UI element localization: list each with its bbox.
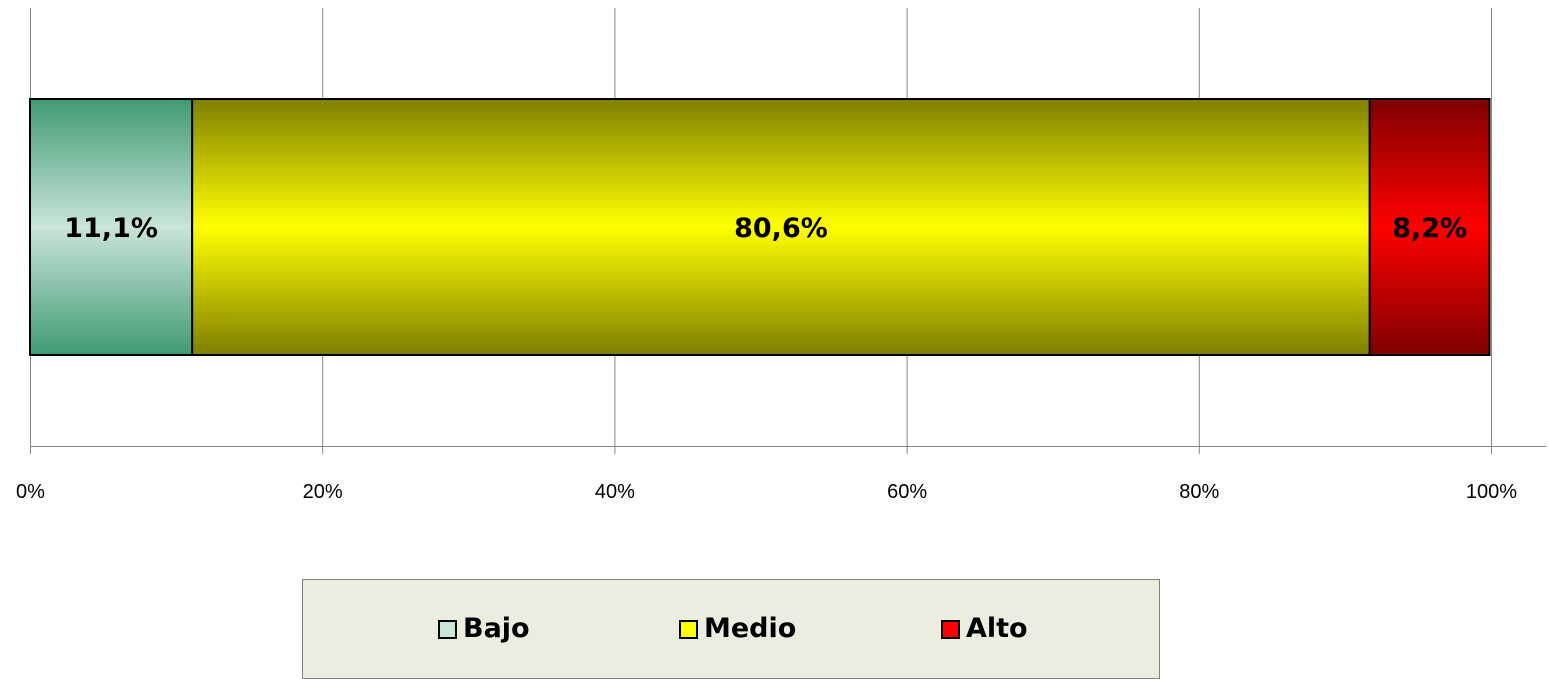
legend-item-medio: Medio xyxy=(679,612,796,646)
x-tick-label: 20% xyxy=(303,481,343,503)
x-tick-label: 0% xyxy=(16,481,45,503)
x-tick-label: 100% xyxy=(1466,481,1517,503)
data-label-alto: 8,2% xyxy=(1392,213,1467,244)
x-tick-label: 40% xyxy=(595,481,635,503)
bar-stack: 11,1% 80,6% 8,2% xyxy=(29,98,1491,356)
legend-label-alto: Alto xyxy=(966,613,1028,644)
bar-segment-alto xyxy=(1368,98,1491,356)
legend-label-medio: Medio xyxy=(704,613,797,644)
bar-segment-bajo xyxy=(29,98,194,356)
legend-label-bajo: Bajo xyxy=(463,613,530,644)
legend-swatch-alto xyxy=(941,619,960,639)
legend-swatch-medio xyxy=(679,619,698,639)
legend: Bajo Medio Alto xyxy=(302,579,1160,679)
data-label-bajo: 11,1% xyxy=(64,213,158,244)
legend-swatch-bajo xyxy=(438,619,457,639)
legend-item-bajo: Bajo xyxy=(438,612,530,646)
x-tick-label: 80% xyxy=(1179,481,1219,503)
x-axis: 0% 20% 40% 60% 80% 100% xyxy=(16,446,1546,503)
data-label-medio: 80,6% xyxy=(734,213,828,244)
legend-item-alto: Alto xyxy=(941,612,1028,646)
x-tick-label: 60% xyxy=(887,481,927,503)
